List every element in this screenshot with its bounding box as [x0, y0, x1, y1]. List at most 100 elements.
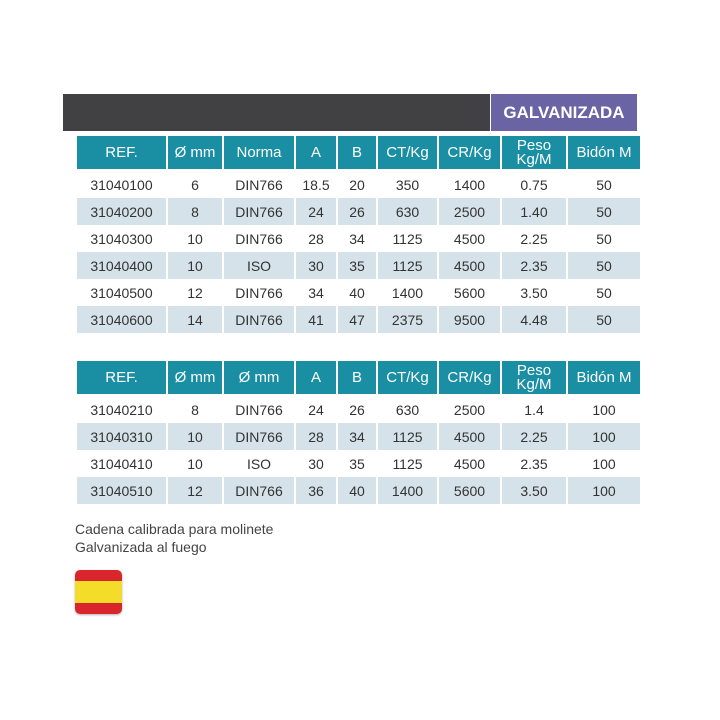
table-cell: 50 — [568, 252, 640, 279]
column-header: Ø mm — [224, 361, 294, 396]
column-header: Peso Kg/M — [502, 136, 566, 171]
table-cell: 30 — [308, 455, 324, 472]
table-cell: 34 — [349, 230, 365, 247]
table-cell: 6 — [191, 176, 199, 193]
column-header: Bidón M — [568, 136, 640, 171]
table-cell: 31040410 — [90, 455, 153, 472]
table-cell: 24 — [308, 401, 324, 418]
table-cell: 35 — [349, 455, 365, 472]
table-cell: 3.50 — [520, 284, 548, 301]
table-cell: 31040300 — [90, 230, 153, 247]
table-cell: 28 — [308, 230, 324, 247]
table-cell: 10 — [168, 423, 222, 450]
table-cell: 50 — [596, 176, 612, 193]
column-header: CR/Kg — [439, 136, 500, 171]
table-cell: 10 — [187, 230, 203, 247]
table-cell: DIN766 — [224, 198, 294, 225]
table-cell: 31040210 — [90, 401, 153, 418]
table-cell: ISO — [246, 455, 272, 472]
table-cell: DIN766 — [224, 423, 294, 450]
column-header: B — [338, 361, 376, 396]
table-row: 31040300 10 DIN766 28 34 1125 4500 2.25 50 — [77, 225, 640, 252]
column-header: REF. — [77, 136, 166, 171]
table-cell: DIN766 — [235, 176, 283, 193]
product-notes: Cadena calibrada para molinete Galvaniza… — [75, 520, 273, 556]
table-cell: 2.35 — [502, 252, 566, 279]
table-cell: 100 — [568, 477, 640, 504]
table-cell: 4500 — [439, 252, 500, 279]
table-cell: 20 — [349, 176, 365, 193]
table-cell: 1125 — [378, 252, 437, 279]
table-cell: 34 — [338, 423, 376, 450]
table-cell: 18.5 — [302, 176, 330, 193]
column-header: Peso Kg/M — [502, 361, 566, 396]
note-line: Cadena calibrada para molinete — [75, 521, 274, 537]
table-cell: 630 — [395, 401, 420, 418]
spec-table-1: REF. Ø mm Norma A B CT/Kg CR/Kg Peso Kg/M Bidón M… — [75, 136, 642, 333]
table-cell: DIN766 — [224, 306, 294, 333]
table-cell: 1125 — [392, 455, 423, 472]
table-row: 31040400 10 ISO 30 35 1125 4500 2.35 50 — [77, 252, 640, 279]
table-cell: 3.50 — [502, 477, 566, 504]
table-cell: 35 — [338, 252, 376, 279]
column-header: CT/Kg — [378, 136, 437, 171]
table-cell: 36 — [296, 477, 336, 504]
table-cell: 31040510 — [77, 477, 166, 504]
column-header: A — [296, 136, 336, 171]
table-cell: 4500 — [439, 423, 500, 450]
table-cell: 34 — [308, 284, 324, 301]
table-cell: 26 — [349, 401, 365, 418]
table-cell: 40 — [338, 477, 376, 504]
column-header: CR/Kg — [439, 361, 500, 396]
table-cell: 1400 — [453, 176, 486, 193]
table-cell: 2.25 — [502, 423, 566, 450]
table-cell: 8 — [191, 401, 199, 418]
table-cell: 2500 — [453, 401, 486, 418]
column-header: B — [338, 136, 376, 171]
table-cell: 47 — [338, 306, 376, 333]
table-cell: DIN766 — [235, 284, 283, 301]
table-cell: 630 — [378, 198, 437, 225]
table-cell: 12 — [168, 477, 222, 504]
galvanizada-badge: GALVANIZADA — [491, 94, 637, 131]
table-cell: 31040100 — [90, 176, 153, 193]
column-header: A — [296, 361, 336, 396]
column-header: REF. — [77, 361, 166, 396]
table-cell: 28 — [296, 423, 336, 450]
column-header: Ø mm — [168, 136, 222, 171]
table-cell: DIN766 — [224, 477, 294, 504]
table-row: 31040210 8 DIN766 24 26 630 2500 1.4 100 — [77, 396, 640, 423]
table-cell: 1400 — [378, 477, 437, 504]
table-cell: 31040600 — [77, 306, 166, 333]
table-cell: 31040400 — [77, 252, 166, 279]
table-cell: 4.48 — [502, 306, 566, 333]
table-cell: 10 — [168, 252, 222, 279]
table-cell: 31040200 — [77, 198, 166, 225]
table-cell: 100 — [592, 401, 616, 418]
table-cell: 26 — [338, 198, 376, 225]
table-cell: 2375 — [378, 306, 437, 333]
table-cell: 1125 — [378, 423, 437, 450]
table-cell: 1400 — [391, 284, 424, 301]
table-cell: 50 — [568, 306, 640, 333]
table-cell: 4500 — [453, 230, 486, 247]
table-cell: 350 — [395, 176, 420, 193]
table-cell: 0.75 — [520, 176, 548, 193]
note-line: Galvanizada al fuego — [75, 539, 207, 555]
table-cell: 100 — [592, 455, 616, 472]
table-cell: 50 — [596, 284, 612, 301]
table-row: 31040600 14 DIN766 41 47 2375 9500 4.48 50 — [77, 306, 640, 333]
table-cell: ISO — [224, 252, 294, 279]
table-row: 31040100 6 DIN766 18.5 20 350 1400 0.75 50 — [77, 171, 640, 198]
table-cell: 8 — [168, 198, 222, 225]
table-cell: 14 — [168, 306, 222, 333]
table-cell: 50 — [596, 230, 612, 247]
table-row: 31040310 10 DIN766 28 34 1125 4500 2.25 100 — [77, 423, 640, 450]
table-cell: 41 — [296, 306, 336, 333]
table-cell: 1125 — [392, 230, 423, 247]
column-header: Norma — [224, 136, 294, 171]
table-cell: 31040500 — [90, 284, 153, 301]
table-cell: 30 — [296, 252, 336, 279]
table-cell: 2500 — [439, 198, 500, 225]
